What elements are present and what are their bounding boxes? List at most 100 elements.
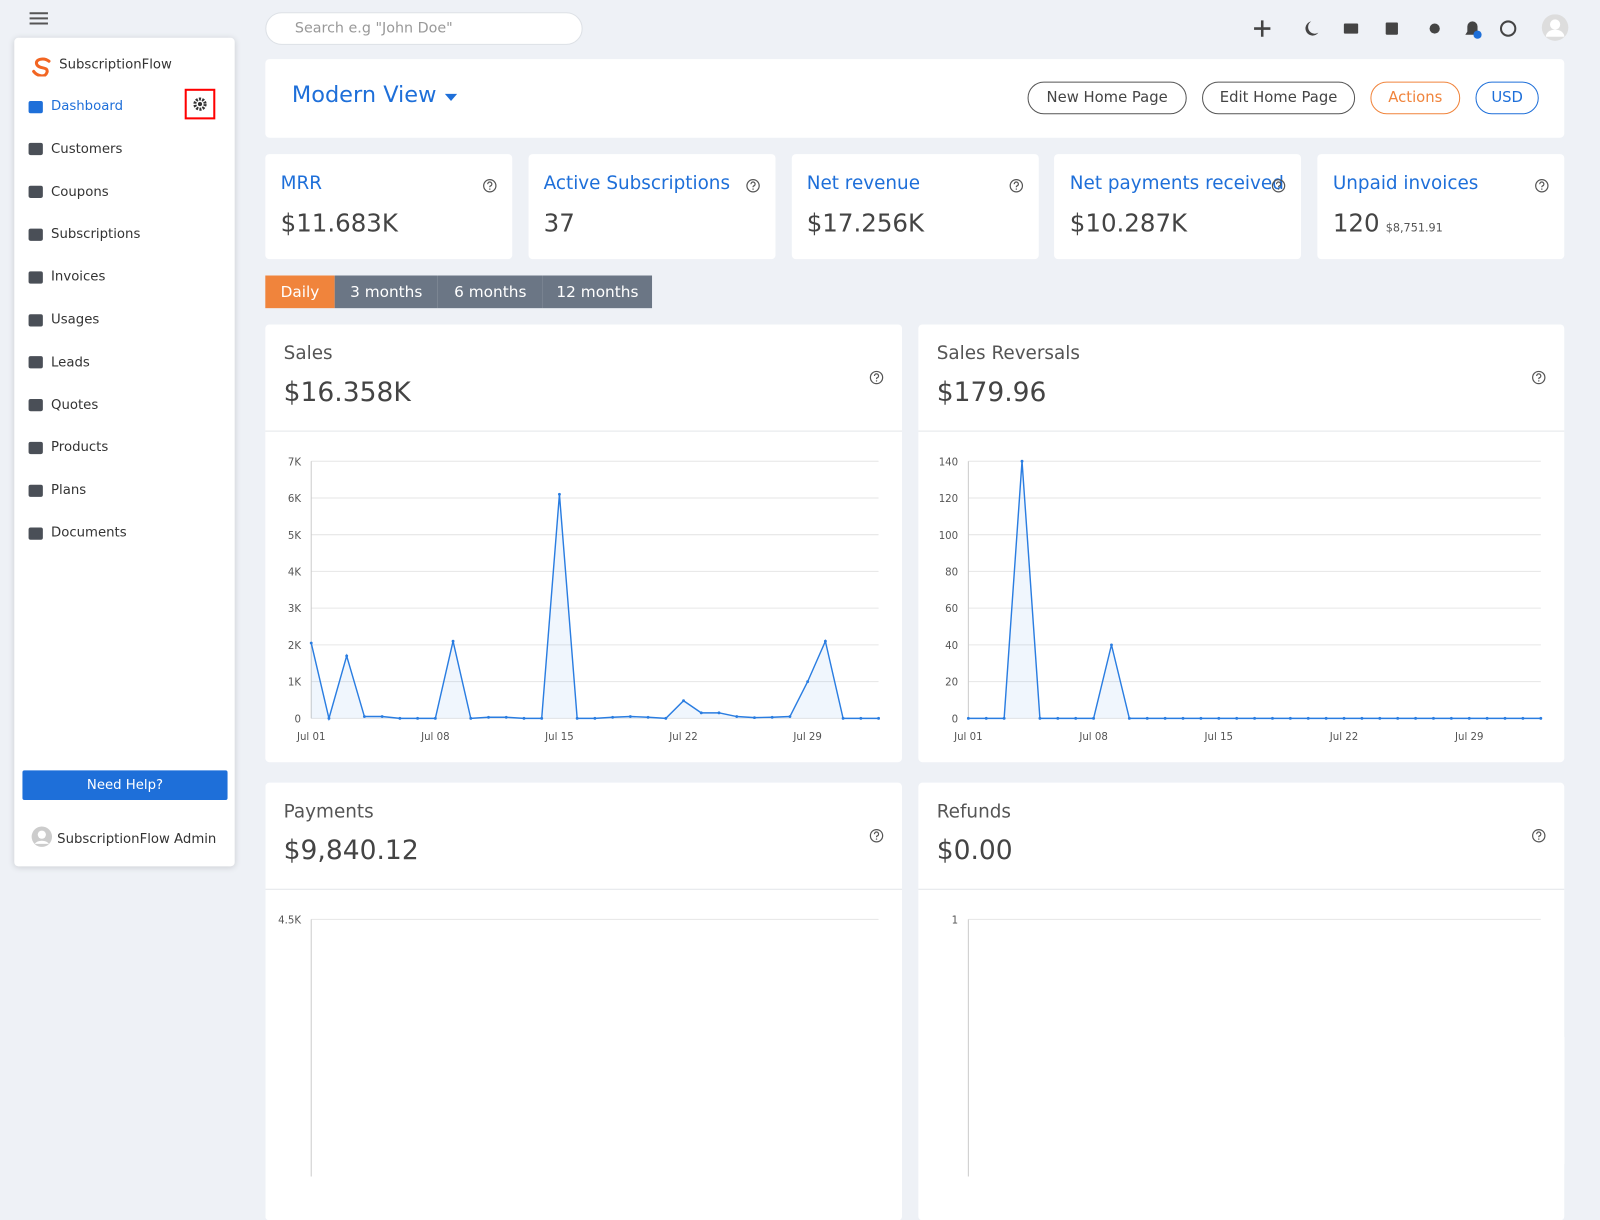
view-title[interactable]: Modern View bbox=[291, 82, 458, 109]
nav-label: Documents bbox=[51, 525, 127, 541]
help-dot bbox=[1538, 380, 1540, 382]
nav-item[interactable]: Subscriptions bbox=[28, 226, 141, 243]
view-button[interactable]: USD bbox=[1475, 81, 1539, 115]
help-mark bbox=[1276, 181, 1282, 188]
point bbox=[646, 715, 650, 719]
help-mark bbox=[1539, 181, 1545, 188]
search-placeholder: Search e.g "John Doe" bbox=[294, 20, 453, 37]
period-tab[interactable]: 3 months bbox=[334, 275, 438, 309]
help-icon bbox=[869, 828, 884, 843]
kpi-value: 120 $8,751.91 bbox=[1333, 209, 1443, 238]
y-tick-label: 6K bbox=[288, 494, 301, 505]
help-icon bbox=[1535, 178, 1549, 193]
nav-label: Products bbox=[51, 440, 109, 456]
nav-icon bbox=[28, 527, 43, 540]
point bbox=[469, 716, 473, 720]
search-box[interactable]: Search e.g "John Doe" bbox=[265, 12, 583, 45]
panel-divider bbox=[265, 430, 903, 432]
point bbox=[345, 654, 349, 658]
line bbox=[968, 461, 1541, 720]
point bbox=[504, 715, 508, 719]
period-tab[interactable]: Daily bbox=[265, 275, 335, 309]
x-tick-label: Jul 08 bbox=[420, 732, 450, 743]
app: SubscriptionFlow Need Help? Subscription… bbox=[14, 10, 1569, 1220]
point bbox=[1217, 716, 1221, 720]
view-button[interactable]: Edit Home Page bbox=[1202, 81, 1356, 115]
help-circle bbox=[483, 178, 497, 193]
nav-label: Quotes bbox=[51, 397, 99, 413]
help-circle bbox=[1272, 178, 1286, 193]
nav-item[interactable]: Leads bbox=[28, 355, 90, 370]
y-tick-label: 0 bbox=[952, 714, 958, 725]
y-tick-label: 2K bbox=[288, 641, 301, 652]
point bbox=[593, 716, 597, 720]
help-mark bbox=[873, 831, 880, 838]
point bbox=[859, 716, 863, 720]
chart-panel: Sales Reversals $179.96 0 20 40 60 80 100 120 140… bbox=[918, 324, 1565, 763]
view-button[interactable]: Actions bbox=[1370, 81, 1461, 115]
period-tab[interactable]: 6 months bbox=[437, 275, 543, 309]
help-dot bbox=[1278, 188, 1280, 190]
kpi-value: 37 bbox=[544, 209, 575, 238]
point bbox=[611, 715, 615, 719]
help-icon bbox=[1532, 370, 1546, 385]
panel-title: Sales bbox=[283, 342, 333, 365]
kpi-number: $10.287K bbox=[1069, 209, 1188, 238]
y-tick-label: 20 bbox=[945, 678, 958, 689]
help-circle bbox=[869, 370, 884, 385]
point bbox=[628, 715, 632, 718]
point bbox=[1521, 716, 1525, 720]
point bbox=[1503, 716, 1507, 720]
logo bbox=[32, 57, 51, 77]
help-icon bbox=[869, 370, 884, 385]
panel-title: Payments bbox=[283, 801, 374, 823]
help-circle bbox=[1009, 178, 1023, 193]
view-button[interactable]: New Home Page bbox=[1027, 81, 1187, 115]
y-tick-label: 100 bbox=[939, 531, 958, 542]
x-tick-label: Jul 15 bbox=[544, 732, 574, 743]
point bbox=[877, 716, 880, 720]
nav-item[interactable]: Dashboard bbox=[28, 99, 123, 114]
nav-icon bbox=[28, 441, 43, 454]
point bbox=[1288, 716, 1292, 720]
kpi-sub: $8,751.91 bbox=[1385, 221, 1443, 235]
view-title-text: Modern View bbox=[291, 82, 437, 109]
kpi-number: $11.683K bbox=[280, 209, 398, 238]
nav-item[interactable]: Customers bbox=[28, 142, 123, 157]
nav-label: Subscriptions bbox=[51, 226, 141, 243]
nav-icon bbox=[28, 185, 43, 199]
nav-icon bbox=[28, 356, 43, 369]
y-tick-label: 4.5K bbox=[278, 915, 301, 926]
nav-item[interactable]: Plans bbox=[28, 483, 86, 498]
panel-divider bbox=[918, 888, 1565, 890]
nav-item[interactable]: Products bbox=[28, 440, 109, 456]
point bbox=[1539, 716, 1543, 720]
point bbox=[1253, 716, 1257, 720]
point bbox=[1145, 716, 1149, 720]
help-mark bbox=[487, 181, 493, 188]
point bbox=[1378, 716, 1382, 720]
nav-item[interactable]: Quotes bbox=[28, 397, 99, 413]
point bbox=[327, 716, 331, 720]
nav-label: Coupons bbox=[51, 184, 109, 200]
y-tick-label: 3K bbox=[288, 604, 301, 615]
help-button[interactable]: Need Help? bbox=[22, 770, 228, 800]
line bbox=[310, 494, 879, 722]
help-dot bbox=[489, 188, 491, 190]
help-circle bbox=[1532, 828, 1546, 843]
nav-item[interactable]: Coupons bbox=[28, 184, 109, 200]
point bbox=[558, 492, 561, 496]
help-dot bbox=[1541, 188, 1543, 190]
nav-item[interactable]: Usages bbox=[28, 312, 100, 328]
nav-item[interactable]: Documents bbox=[28, 525, 127, 541]
y-tick-label: 5K bbox=[288, 531, 301, 542]
settings-highlight[interactable] bbox=[184, 88, 216, 120]
nav-item[interactable]: Invoices bbox=[28, 270, 105, 285]
point bbox=[1306, 716, 1310, 720]
menu-icon[interactable] bbox=[29, 10, 49, 26]
x-tick-label: Jul 01 bbox=[296, 732, 326, 743]
page: SubscriptionFlow Need Help? Subscription… bbox=[14, 10, 1569, 1220]
point bbox=[1485, 716, 1489, 720]
panel-divider bbox=[918, 430, 1565, 432]
period-tab[interactable]: 12 months bbox=[542, 275, 653, 309]
